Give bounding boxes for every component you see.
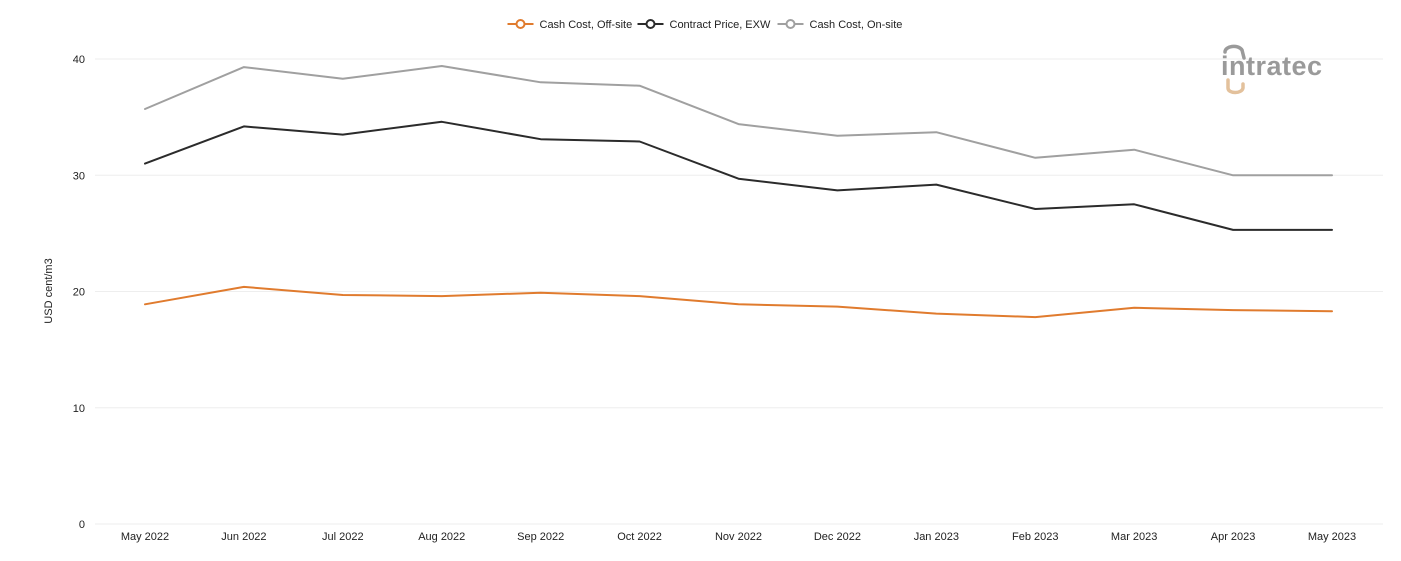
y-tick-label: 0 [79, 519, 85, 531]
x-tick-label: Dec 2022 [814, 531, 861, 543]
x-tick-label: Jan 2023 [914, 531, 959, 543]
brand-arc-icon [1223, 44, 1246, 60]
legend-item-1[interactable]: Cash Cost, Off-site [507, 19, 633, 31]
legend-label: Contract Price, EXW [670, 19, 771, 31]
brand-logo: intratec [1221, 44, 1323, 95]
x-tick-label: Nov 2022 [715, 531, 762, 543]
y-tick-label: 30 [73, 170, 85, 182]
legend-item-3[interactable]: Cash Cost, On-site [777, 19, 903, 31]
legend-label: Cash Cost, Off-site [540, 19, 633, 31]
series-lines [144, 65, 1333, 319]
y-tick-label: 40 [73, 54, 85, 66]
x-tick-label: Mar 2023 [1111, 531, 1157, 543]
x-tick-label: Apr 2023 [1211, 531, 1256, 543]
y-tick-label: 10 [73, 403, 85, 415]
legend: Cash Cost, Off-site Contract Price, EXW Ca… [507, 19, 903, 31]
y-tick-label: 20 [73, 287, 85, 299]
series-line-2 [144, 120, 1333, 231]
x-tick-labels: May 2022 Jun 2022 Jul 2022 Aug 2022 Sep 2022… [121, 531, 1356, 543]
y-axis-title: USD cent/m3 [43, 258, 55, 323]
brand-wordmark: intratec [1221, 51, 1323, 81]
x-tick-label: Sep 2022 [517, 531, 564, 543]
legend-label: Cash Cost, On-site [810, 19, 903, 31]
y-tick-labels: 0 10 20 30 40 [73, 54, 85, 531]
x-tick-label: Jun 2022 [221, 531, 266, 543]
x-tick-label: May 2023 [1308, 531, 1356, 543]
x-tick-label: Feb 2023 [1012, 531, 1058, 543]
legend-marker-icon [785, 19, 796, 29]
series-line-1 [144, 285, 1333, 319]
legend-item-2[interactable]: Contract Price, EXW [637, 19, 771, 31]
legend-marker-icon [645, 19, 656, 29]
x-tick-label: May 2022 [121, 531, 169, 543]
x-tick-label: Oct 2022 [617, 531, 662, 543]
series-line-3 [144, 65, 1333, 177]
brand-hook-icon [1226, 78, 1245, 95]
x-tick-label: Jul 2022 [322, 531, 364, 543]
x-tick-label: Aug 2022 [418, 531, 465, 543]
legend-marker-icon [515, 19, 526, 29]
